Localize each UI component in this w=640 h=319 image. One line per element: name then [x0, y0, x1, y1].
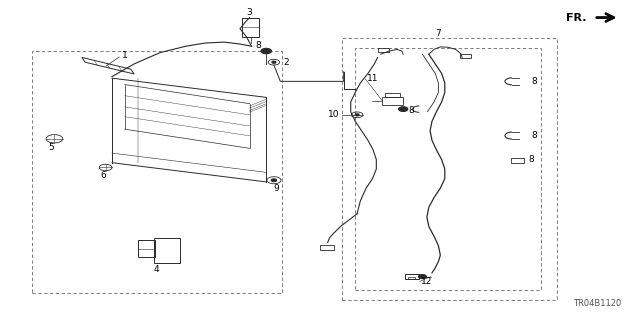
Bar: [460, 54, 471, 58]
Bar: [408, 277, 415, 279]
Bar: [32, 51, 282, 293]
Text: 8: 8: [408, 106, 414, 115]
Text: 1: 1: [122, 51, 128, 60]
Bar: [154, 238, 180, 263]
Text: 4: 4: [154, 265, 159, 274]
Text: 2: 2: [283, 58, 289, 67]
Circle shape: [271, 179, 276, 182]
Circle shape: [355, 114, 359, 116]
Circle shape: [399, 107, 408, 111]
Text: 12: 12: [421, 277, 433, 286]
Circle shape: [272, 61, 276, 63]
Text: 8: 8: [531, 77, 537, 86]
Text: 8: 8: [255, 41, 260, 50]
Bar: [320, 245, 334, 250]
Text: 10: 10: [328, 110, 339, 119]
Text: FR.: FR.: [566, 12, 587, 23]
Text: 7: 7: [436, 29, 441, 38]
Bar: [355, 48, 541, 290]
Text: 3: 3: [247, 8, 252, 17]
Text: 9: 9: [273, 184, 278, 193]
Bar: [385, 93, 400, 97]
Bar: [405, 274, 419, 279]
Text: TR04B1120: TR04B1120: [573, 299, 621, 308]
Text: 8: 8: [528, 155, 534, 164]
Bar: [342, 38, 557, 300]
Text: 6: 6: [101, 171, 106, 180]
Bar: [382, 97, 403, 105]
Text: 8: 8: [531, 131, 537, 140]
Circle shape: [419, 275, 426, 278]
Bar: [378, 48, 389, 52]
Text: 5: 5: [49, 143, 54, 152]
Bar: [242, 18, 259, 37]
Circle shape: [261, 48, 271, 54]
Text: 11: 11: [367, 74, 378, 83]
Bar: [138, 240, 155, 257]
Bar: [511, 158, 524, 163]
